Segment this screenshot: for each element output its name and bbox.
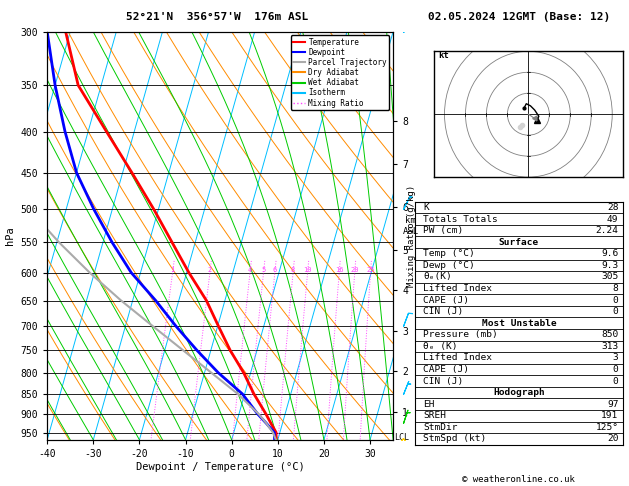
Text: kt: kt xyxy=(438,51,449,60)
Text: Most Unstable: Most Unstable xyxy=(482,319,556,328)
Text: © weatheronline.co.uk: © weatheronline.co.uk xyxy=(462,474,576,484)
Legend: Temperature, Dewpoint, Parcel Trajectory, Dry Adiabat, Wet Adiabat, Isotherm, Mi: Temperature, Dewpoint, Parcel Trajectory… xyxy=(291,35,389,110)
Text: 6: 6 xyxy=(273,267,277,273)
Y-axis label: hPa: hPa xyxy=(5,226,15,245)
Text: 850: 850 xyxy=(601,330,618,339)
Text: 4: 4 xyxy=(248,267,252,273)
Text: 305: 305 xyxy=(601,273,618,281)
Text: 2.24: 2.24 xyxy=(596,226,618,235)
Text: 0: 0 xyxy=(613,377,618,385)
Text: 5: 5 xyxy=(262,267,265,273)
Y-axis label: km
ASL: km ASL xyxy=(403,216,419,236)
Text: SREH: SREH xyxy=(423,411,447,420)
Text: 0: 0 xyxy=(613,365,618,374)
Text: 125°: 125° xyxy=(596,423,618,432)
Text: Temp (°C): Temp (°C) xyxy=(423,249,475,258)
Text: 52°21'N  356°57'W  176m ASL: 52°21'N 356°57'W 176m ASL xyxy=(126,12,308,22)
Text: Lifted Index: Lifted Index xyxy=(423,353,493,363)
Text: Totals Totals: Totals Totals xyxy=(423,214,498,224)
Text: 1: 1 xyxy=(170,267,175,273)
Text: CAPE (J): CAPE (J) xyxy=(423,295,469,305)
Text: 8: 8 xyxy=(613,284,618,293)
Text: Hodograph: Hodograph xyxy=(493,388,545,397)
Text: 20: 20 xyxy=(350,267,359,273)
Text: Lifted Index: Lifted Index xyxy=(423,284,493,293)
Text: 0: 0 xyxy=(613,295,618,305)
Text: PW (cm): PW (cm) xyxy=(423,226,464,235)
Text: CIN (J): CIN (J) xyxy=(423,307,464,316)
Text: θₑ(K): θₑ(K) xyxy=(423,273,452,281)
Text: Mixing Ratio (g/kg): Mixing Ratio (g/kg) xyxy=(408,185,416,287)
X-axis label: Dewpoint / Temperature (°C): Dewpoint / Temperature (°C) xyxy=(136,462,304,471)
Text: 02.05.2024 12GMT (Base: 12): 02.05.2024 12GMT (Base: 12) xyxy=(428,12,610,22)
Text: EH: EH xyxy=(423,399,435,409)
Text: 8: 8 xyxy=(291,267,295,273)
Text: θₑ (K): θₑ (K) xyxy=(423,342,458,351)
Text: 10: 10 xyxy=(303,267,312,273)
Text: CAPE (J): CAPE (J) xyxy=(423,365,469,374)
Text: 9.6: 9.6 xyxy=(601,249,618,258)
Text: 97: 97 xyxy=(607,399,618,409)
Text: 191: 191 xyxy=(601,411,618,420)
Text: 49: 49 xyxy=(607,214,618,224)
Text: 28: 28 xyxy=(607,203,618,212)
Text: CIN (J): CIN (J) xyxy=(423,377,464,385)
Text: Surface: Surface xyxy=(499,238,539,247)
Text: Pressure (mb): Pressure (mb) xyxy=(423,330,498,339)
Text: 25: 25 xyxy=(366,267,375,273)
Text: StmDir: StmDir xyxy=(423,423,458,432)
Text: K: K xyxy=(423,203,429,212)
Text: 16: 16 xyxy=(335,267,343,273)
Text: 3: 3 xyxy=(613,353,618,363)
Text: 9.3: 9.3 xyxy=(601,261,618,270)
Text: StmSpd (kt): StmSpd (kt) xyxy=(423,434,487,443)
Text: LCL: LCL xyxy=(394,433,409,442)
Text: 0: 0 xyxy=(613,307,618,316)
Text: 313: 313 xyxy=(601,342,618,351)
Text: 20: 20 xyxy=(607,434,618,443)
Text: 2: 2 xyxy=(208,267,212,273)
Text: Dewp (°C): Dewp (°C) xyxy=(423,261,475,270)
